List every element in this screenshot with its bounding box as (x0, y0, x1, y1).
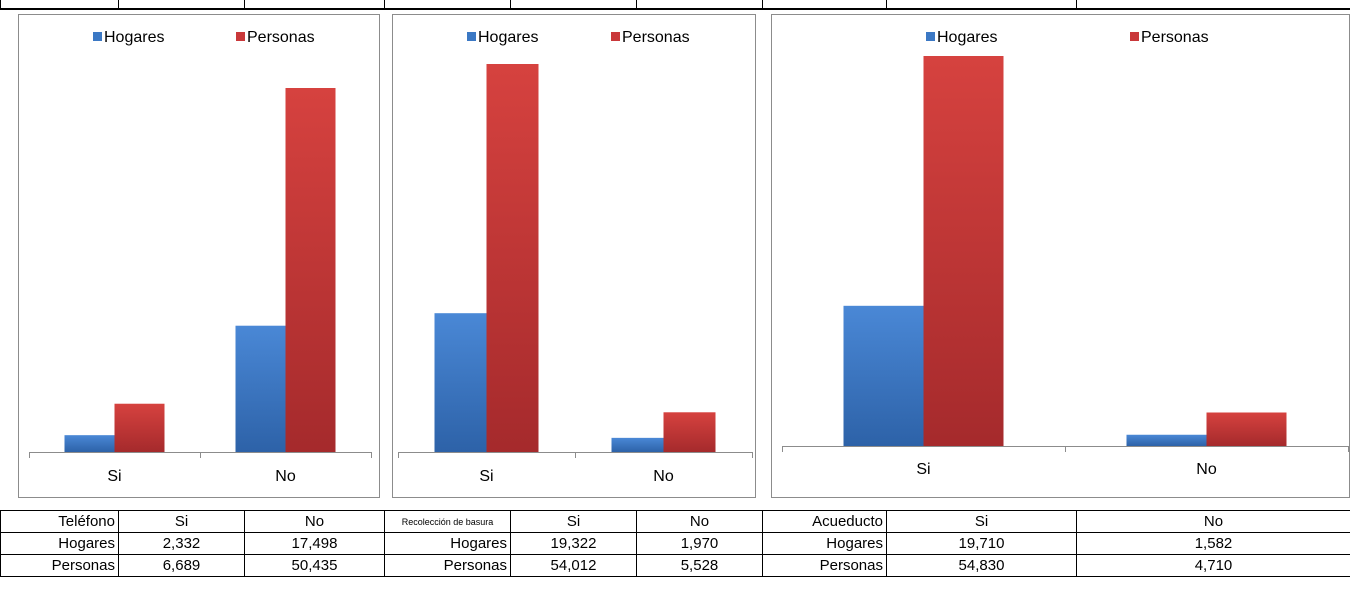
table-row: Hogares 19,710 1,582 (762, 532, 1350, 555)
chart-svg-telefono: Hogares Personas Si No (29, 29, 372, 485)
bar-hogares-si (843, 305, 924, 446)
category-label-si: Si (916, 461, 930, 478)
row-label: Personas (762, 554, 887, 577)
table-row: Personas 54,830 4,710 (762, 554, 1350, 577)
category-label-no: No (275, 468, 296, 485)
row-label: Hogares (762, 532, 887, 555)
legend-label-personas: Personas (622, 29, 690, 46)
bar-hogares-no (1126, 434, 1207, 446)
table-recoleccion: Recolección de basura Si No Hogares 19,3… (384, 510, 763, 577)
table-header-row: Recolección de basura Si No (384, 510, 763, 533)
category-label-si: Si (479, 468, 493, 485)
legend-label-personas: Personas (1141, 29, 1209, 46)
row-label: Hogares (0, 532, 119, 555)
chart-acueducto: Hogares Personas Si No (771, 14, 1350, 498)
top-border-strip (0, 0, 1350, 10)
table-cell: 19,322 (510, 532, 637, 555)
table-cell: 1,970 (636, 532, 763, 555)
legend-swatch-personas (236, 32, 245, 41)
table-cell: 5,528 (636, 554, 763, 577)
bar-hogares-no (235, 325, 286, 452)
bar-personas-no (285, 88, 336, 452)
table-cell: 1,582 (1076, 532, 1350, 555)
legend-swatch-hogares (926, 32, 935, 41)
legend-swatch-personas (611, 32, 620, 41)
table-row: Hogares 2,332 17,498 (0, 532, 385, 555)
table-title: Teléfono (0, 510, 119, 533)
table-row: Hogares 19,322 1,970 (384, 532, 763, 555)
table-header-row: Acueducto Si No (762, 510, 1350, 533)
bar-personas-no (1206, 412, 1287, 446)
column-header-no: No (1076, 510, 1350, 533)
table-cell: 54,012 (510, 554, 637, 577)
table-cell: 54,830 (886, 554, 1077, 577)
legend-label-hogares: Hogares (104, 29, 164, 46)
table-row: Personas 6,689 50,435 (0, 554, 385, 577)
row-label: Hogares (384, 532, 511, 555)
category-label-si: Si (107, 468, 121, 485)
category-label-no: No (653, 468, 674, 485)
bar-personas-si (486, 64, 539, 452)
table-title: Acueducto (762, 510, 887, 533)
chart-svg-recoleccion: Hogares Personas Si No (398, 29, 753, 485)
legend-label-hogares: Hogares (478, 29, 538, 46)
row-label: Personas (0, 554, 119, 577)
legend-swatch-personas (1130, 32, 1139, 41)
legend-swatch-hogares (467, 32, 476, 41)
row-label: Personas (384, 554, 511, 577)
legend-swatch-hogares (93, 32, 102, 41)
bar-personas-si (923, 56, 1004, 446)
bar-hogares-si (64, 435, 115, 452)
column-header-si: Si (510, 510, 637, 533)
table-cell: 19,710 (886, 532, 1077, 555)
bar-personas-si (114, 403, 165, 452)
bar-hogares-no (611, 437, 664, 452)
column-header-no: No (244, 510, 385, 533)
bar-personas-no (663, 412, 716, 452)
table-acueducto: Acueducto Si No Hogares 19,710 1,582 Per… (762, 510, 1350, 577)
table-cell: 2,332 (118, 532, 245, 555)
column-header-no: No (636, 510, 763, 533)
chart-svg-acueducto: Hogares Personas Si No (782, 29, 1349, 478)
legend-label-hogares: Hogares (937, 29, 997, 46)
chart-recoleccion: Hogares Personas Si No (392, 14, 756, 498)
table-header-row: Teléfono Si No (0, 510, 385, 533)
table-telefono: Teléfono Si No Hogares 2,332 17,498 Pers… (0, 510, 385, 577)
legend-label-personas: Personas (247, 29, 315, 46)
table-cell: 6,689 (118, 554, 245, 577)
column-header-si: Si (886, 510, 1077, 533)
chart-telefono: Hogares Personas Si No (18, 14, 380, 498)
column-header-si: Si (118, 510, 245, 533)
table-cell: 50,435 (244, 554, 385, 577)
table-cell: 17,498 (244, 532, 385, 555)
category-label-no: No (1196, 461, 1217, 478)
table-title: Recolección de basura (384, 510, 511, 533)
table-row: Personas 54,012 5,528 (384, 554, 763, 577)
table-cell: 4,710 (1076, 554, 1350, 577)
bar-hogares-si (434, 313, 487, 452)
